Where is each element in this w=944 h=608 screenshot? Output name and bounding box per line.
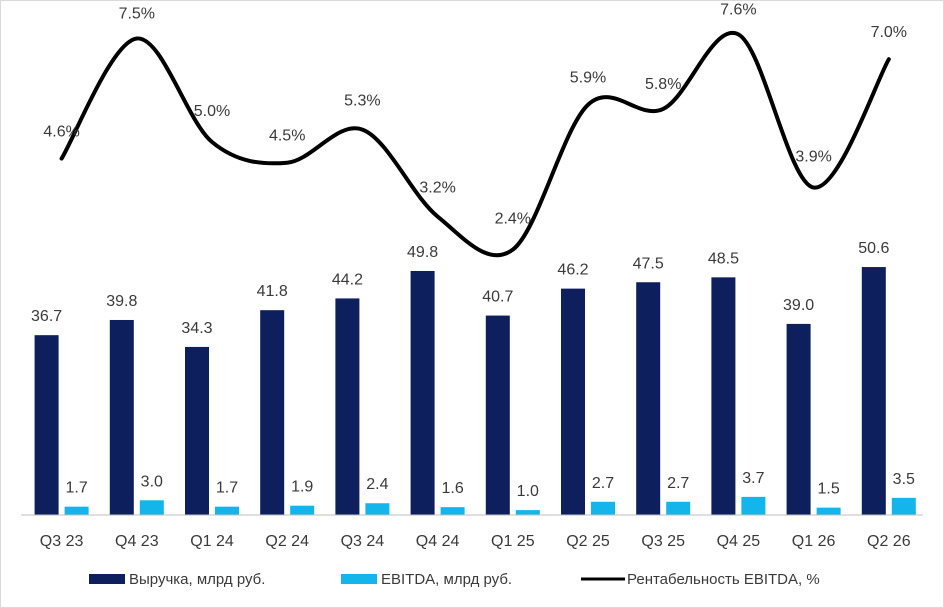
x-tick-label: Q4 24 [416, 533, 460, 550]
revenue-bar [861, 267, 886, 515]
margin-value-label: 5.8% [645, 76, 681, 93]
x-tick-label: Q2 25 [566, 533, 610, 550]
margin-value-label: 7.5% [119, 6, 155, 23]
revenue-bar [260, 310, 285, 515]
revenue-bar [109, 319, 134, 515]
x-tick-label: Q3 23 [40, 533, 84, 550]
ebitda-bar [365, 503, 390, 515]
ebitda-value-label: 1.9 [291, 479, 313, 496]
ebitda-bar [290, 505, 315, 515]
x-tick-label: Q1 26 [792, 533, 836, 550]
revenue-value-label: 36.7 [31, 308, 62, 325]
margin-value-label: 3.9% [795, 149, 831, 166]
bars-layer [34, 267, 916, 515]
ebitda-value-label: 1.7 [216, 480, 238, 497]
x-tick-label: Q3 25 [641, 533, 685, 550]
labels-layer: 36.7 1.7 39.8 3.0 34.3 1.7 41.8 1.9 44.2 2.4 49.8 1… [31, 1, 915, 500]
margin-value-label: 2.4% [495, 211, 531, 228]
revenue-value-label: 39.0 [783, 297, 814, 314]
x-tick-label: Q4 25 [717, 533, 761, 550]
revenue-bar [485, 315, 510, 515]
ebitda-bar [139, 500, 164, 515]
ebitda-value-label: 2.7 [592, 475, 614, 492]
margin-value-label: 5.9% [570, 70, 606, 87]
margin-value-label: 3.2% [419, 180, 455, 197]
line-layer [59, 30, 891, 258]
legend-swatch [89, 574, 125, 584]
ebitda-bar [816, 507, 841, 515]
ebitda-value-label: 2.7 [667, 475, 689, 492]
revenue-bar [786, 323, 811, 515]
revenue-value-label: 46.2 [557, 262, 588, 279]
ebitda-bar [215, 506, 239, 515]
ebitda-bar [440, 507, 465, 515]
ebitda-value-label: 1.6 [441, 480, 463, 497]
revenue-value-label: 39.8 [106, 293, 137, 310]
revenue-value-label: 47.5 [633, 255, 664, 272]
margin-value-label: 5.0% [194, 103, 230, 120]
margin-line [59, 30, 891, 258]
revenue-bar [185, 346, 209, 515]
revenue-value-label: 50.6 [858, 240, 889, 257]
ebitda-value-label: 2.4 [366, 476, 388, 493]
legend-swatch [341, 574, 377, 584]
margin-value-label: 4.6% [43, 124, 79, 141]
ebitda-value-label: 1.5 [817, 481, 839, 498]
revenue-bar [636, 282, 661, 515]
legend-label: Рентабельность EBITDA, % [627, 571, 820, 588]
ticks-layer: Q3 23 Q4 23 Q1 24 Q2 24 Q3 24 Q4 24 Q1 25 Q2 25… [40, 533, 911, 550]
margin-value-label: 7.6% [720, 1, 756, 18]
revenue-value-label: 34.3 [181, 320, 212, 337]
revenue-value-label: 41.8 [257, 283, 288, 300]
ebitda-bar [891, 497, 916, 515]
revenue-bar [711, 277, 736, 515]
margin-value-label: 7.0% [871, 24, 907, 41]
revenue-value-label: 48.5 [708, 250, 739, 267]
revenue-bar [34, 335, 59, 515]
x-tick-label: Q2 26 [867, 533, 911, 550]
revenue-bar [410, 270, 435, 515]
revenue-bar [335, 298, 360, 515]
ebitda-value-label: 3.5 [893, 471, 915, 488]
legend-label: Выручка, млрд руб. [129, 571, 265, 588]
ebitda-bar [666, 501, 691, 515]
revenue-value-label: 40.7 [482, 289, 513, 306]
revenue-bar [561, 288, 585, 515]
ebitda-value-label: 3.7 [742, 470, 764, 487]
x-tick-label: Q1 24 [190, 533, 234, 550]
legend-label: EBITDA, млрд руб. [381, 571, 512, 588]
x-tick-label: Q4 23 [115, 533, 159, 550]
ebitda-bar [591, 501, 615, 515]
ebitda-bar [515, 510, 540, 515]
ebitda-value-label: 3.0 [141, 473, 163, 490]
x-tick-label: Q1 25 [491, 533, 535, 550]
ebitda-bar [741, 496, 766, 515]
revenue-value-label: 49.8 [407, 244, 438, 261]
revenue-value-label: 44.2 [332, 271, 363, 288]
x-tick-label: Q2 24 [265, 533, 309, 550]
margin-value-label: 5.3% [344, 93, 380, 110]
margin-value-label: 4.5% [269, 128, 305, 145]
ebitda-value-label: 1.7 [65, 480, 87, 497]
x-tick-label: Q3 24 [341, 533, 385, 550]
legend: Выручка, млрд руб. EBITDA, млрд руб. Рента… [89, 571, 820, 588]
ebitda-value-label: 1.0 [517, 483, 539, 500]
ebitda-bar [64, 506, 89, 515]
